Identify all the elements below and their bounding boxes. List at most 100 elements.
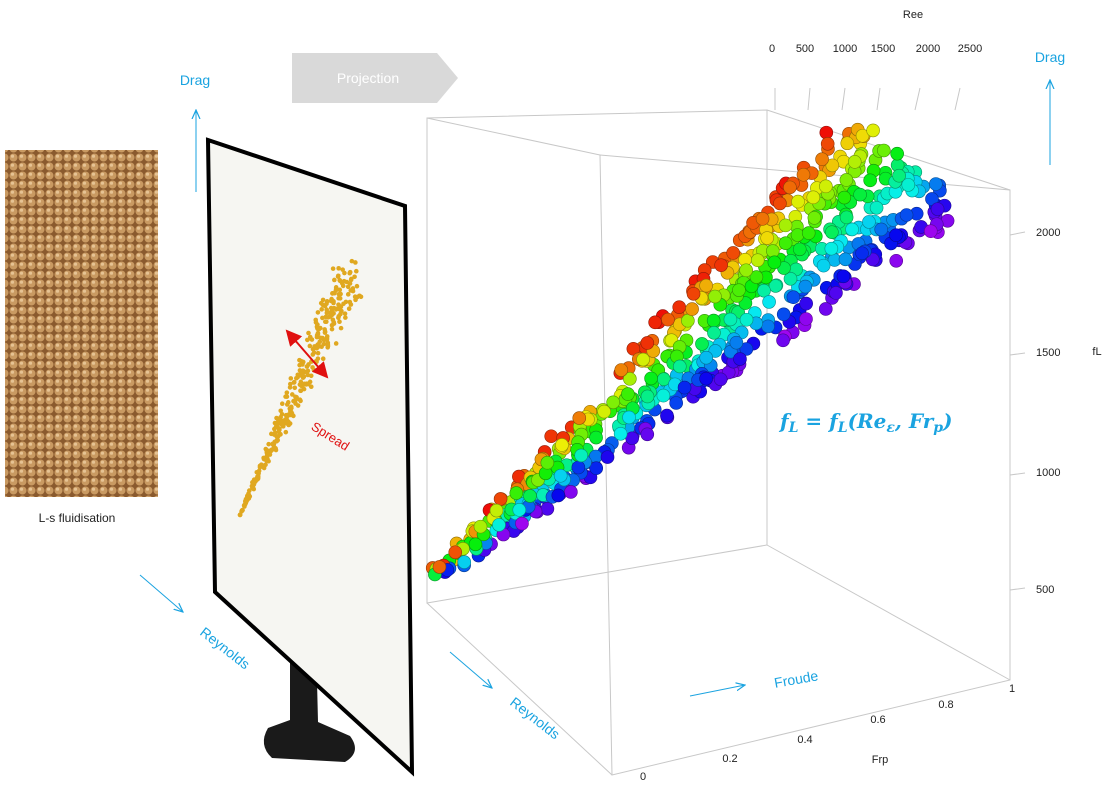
projection-arrow: [292, 53, 458, 103]
sphere: [786, 290, 801, 305]
screen-point: [352, 294, 358, 300]
sphere: [493, 492, 508, 506]
sphere: [839, 173, 854, 187]
sphere: [760, 231, 774, 245]
sphere: [890, 146, 904, 161]
screen-point: [288, 408, 293, 414]
sphere: [776, 333, 790, 348]
sphere: [468, 537, 483, 552]
sphere: [930, 202, 945, 216]
screen-point: [288, 381, 293, 387]
sphere: [640, 389, 655, 404]
screen-point: [275, 416, 281, 422]
sphere: [623, 372, 637, 386]
sphere: [819, 179, 833, 194]
sphere: [640, 427, 655, 442]
screen-point: [313, 320, 319, 325]
equation-part: ): [942, 409, 952, 433]
screen-point: [237, 512, 243, 518]
screen-point: [244, 497, 249, 503]
sphere: [877, 143, 891, 158]
sphere: [677, 380, 692, 395]
sphere: [672, 300, 687, 314]
sphere: [544, 429, 558, 444]
sphere: [648, 315, 662, 330]
photo: [5, 150, 158, 497]
sphere: [706, 313, 721, 328]
reynolds-label: Reynolds: [507, 694, 563, 743]
sphere: [776, 307, 791, 322]
sphere: [672, 359, 687, 374]
screen-point: [250, 485, 255, 491]
sphere: [625, 431, 639, 446]
screen-point: [345, 292, 351, 297]
sphere: [839, 210, 854, 225]
sphere: [636, 352, 650, 367]
sphere: [855, 246, 869, 261]
screen-point: [336, 295, 341, 301]
tick-label: 500: [1036, 584, 1054, 596]
screen-point: [343, 315, 348, 320]
sphere: [768, 279, 783, 293]
screen-point: [289, 404, 294, 410]
screen-point: [317, 339, 323, 345]
screen-point: [354, 268, 359, 274]
sphere: [825, 158, 840, 173]
photo-caption: L-s fluidisation: [39, 511, 116, 525]
screen-point: [250, 480, 255, 485]
screen-point: [319, 307, 324, 312]
screen-point: [300, 371, 305, 377]
sphere: [889, 253, 904, 268]
tick-label: 0.4: [797, 734, 812, 746]
sphere: [723, 312, 738, 327]
scatter-cloud: [425, 122, 955, 582]
tick-label: 1000: [1036, 467, 1060, 479]
screen-point: [254, 469, 260, 475]
sphere: [614, 363, 629, 377]
froude-label: Froude: [773, 667, 820, 690]
sphere: [540, 501, 555, 516]
sphere: [836, 269, 851, 284]
equation-part: = f: [798, 409, 841, 433]
arrow: [139, 574, 183, 612]
screen-point: [263, 446, 269, 452]
screen-point: [336, 273, 341, 279]
sphere: [707, 325, 721, 340]
screen-point: [316, 326, 322, 332]
screen-point: [239, 508, 245, 513]
screen-point: [287, 421, 293, 426]
screen-point: [263, 462, 268, 468]
sphere: [661, 312, 675, 327]
sphere: [515, 516, 529, 531]
sphere: [739, 312, 754, 327]
sphere: [699, 371, 713, 386]
screen-point: [307, 379, 313, 385]
sphere: [792, 242, 807, 257]
screen-point: [273, 447, 279, 453]
sphere: [761, 319, 775, 334]
sphere: [640, 336, 655, 350]
sphere: [766, 244, 780, 258]
tick-label: 2000: [916, 43, 940, 55]
sphere: [796, 167, 811, 182]
screen: [205, 137, 415, 777]
screen-point: [285, 400, 291, 405]
screen-point: [346, 306, 352, 312]
screen-point: [352, 274, 357, 280]
sphere: [553, 468, 568, 483]
sphere: [457, 555, 472, 569]
sphere: [473, 519, 488, 534]
sphere: [739, 263, 753, 278]
sphere: [540, 455, 555, 470]
screen-point: [348, 302, 354, 307]
sphere: [889, 228, 903, 243]
screen-point: [283, 394, 288, 399]
sphere: [708, 289, 722, 304]
sphere: [509, 486, 524, 500]
sphere: [699, 350, 714, 365]
screen-point: [337, 319, 342, 325]
sphere: [806, 190, 821, 205]
sphere: [621, 387, 635, 401]
sphere: [815, 152, 829, 167]
